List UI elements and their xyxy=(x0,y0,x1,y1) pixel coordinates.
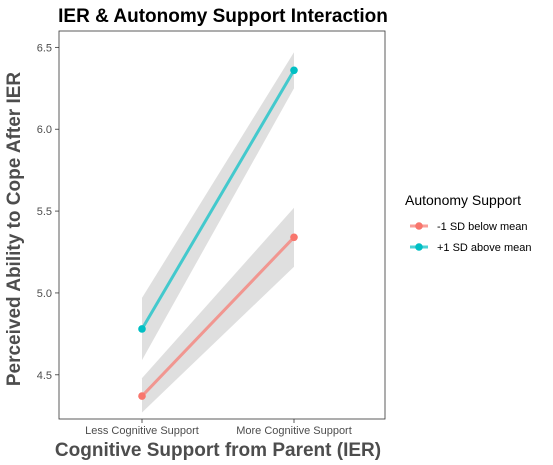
x-tick-label: More Cognitive Support xyxy=(236,425,352,437)
data-points xyxy=(138,66,298,400)
chart-title: IER & Autonomy Support Interaction xyxy=(58,6,388,27)
x-axis-title: Cognitive Support from Parent (IER) xyxy=(55,440,381,461)
legend-label-2: +1 SD above mean xyxy=(437,242,531,254)
y-axis-title: Perceived Ability to Cope After IER xyxy=(4,72,25,387)
y-tick-label: 5.5 xyxy=(37,206,52,218)
y-tick-label: 5.0 xyxy=(37,288,52,300)
ci-ribbon-series-2 xyxy=(142,52,294,361)
legend: Autonomy Support -1 SD below mean +1 SD a… xyxy=(405,192,531,254)
x-axis: Less Cognitive Support More Cognitive Sup… xyxy=(85,419,352,437)
y-tick-label: 4.5 xyxy=(37,370,52,382)
series-line-2 xyxy=(140,69,296,330)
series-line-1 xyxy=(140,236,296,398)
confidence-ribbons xyxy=(142,52,294,413)
data-point-s1-1 xyxy=(138,392,146,400)
legend-key-point-2 xyxy=(415,243,423,251)
series-lines xyxy=(140,69,296,398)
plot-panel xyxy=(58,30,386,420)
legend-title: Autonomy Support xyxy=(405,192,521,208)
y-tick-label: 6.0 xyxy=(37,124,52,136)
data-point-s2-1 xyxy=(138,325,146,333)
legend-label-1: -1 SD below mean xyxy=(437,221,528,233)
ci-ribbon-series-1 xyxy=(142,207,294,413)
data-point-s1-2 xyxy=(290,233,298,242)
y-axis: 4.5 5.0 5.5 6.0 6.5 xyxy=(37,42,59,382)
x-tick-label: Less Cognitive Support xyxy=(85,425,199,437)
legend-key-point-1 xyxy=(415,222,423,230)
y-tick-label: 6.5 xyxy=(37,42,52,54)
data-point-s2-2 xyxy=(290,66,298,75)
